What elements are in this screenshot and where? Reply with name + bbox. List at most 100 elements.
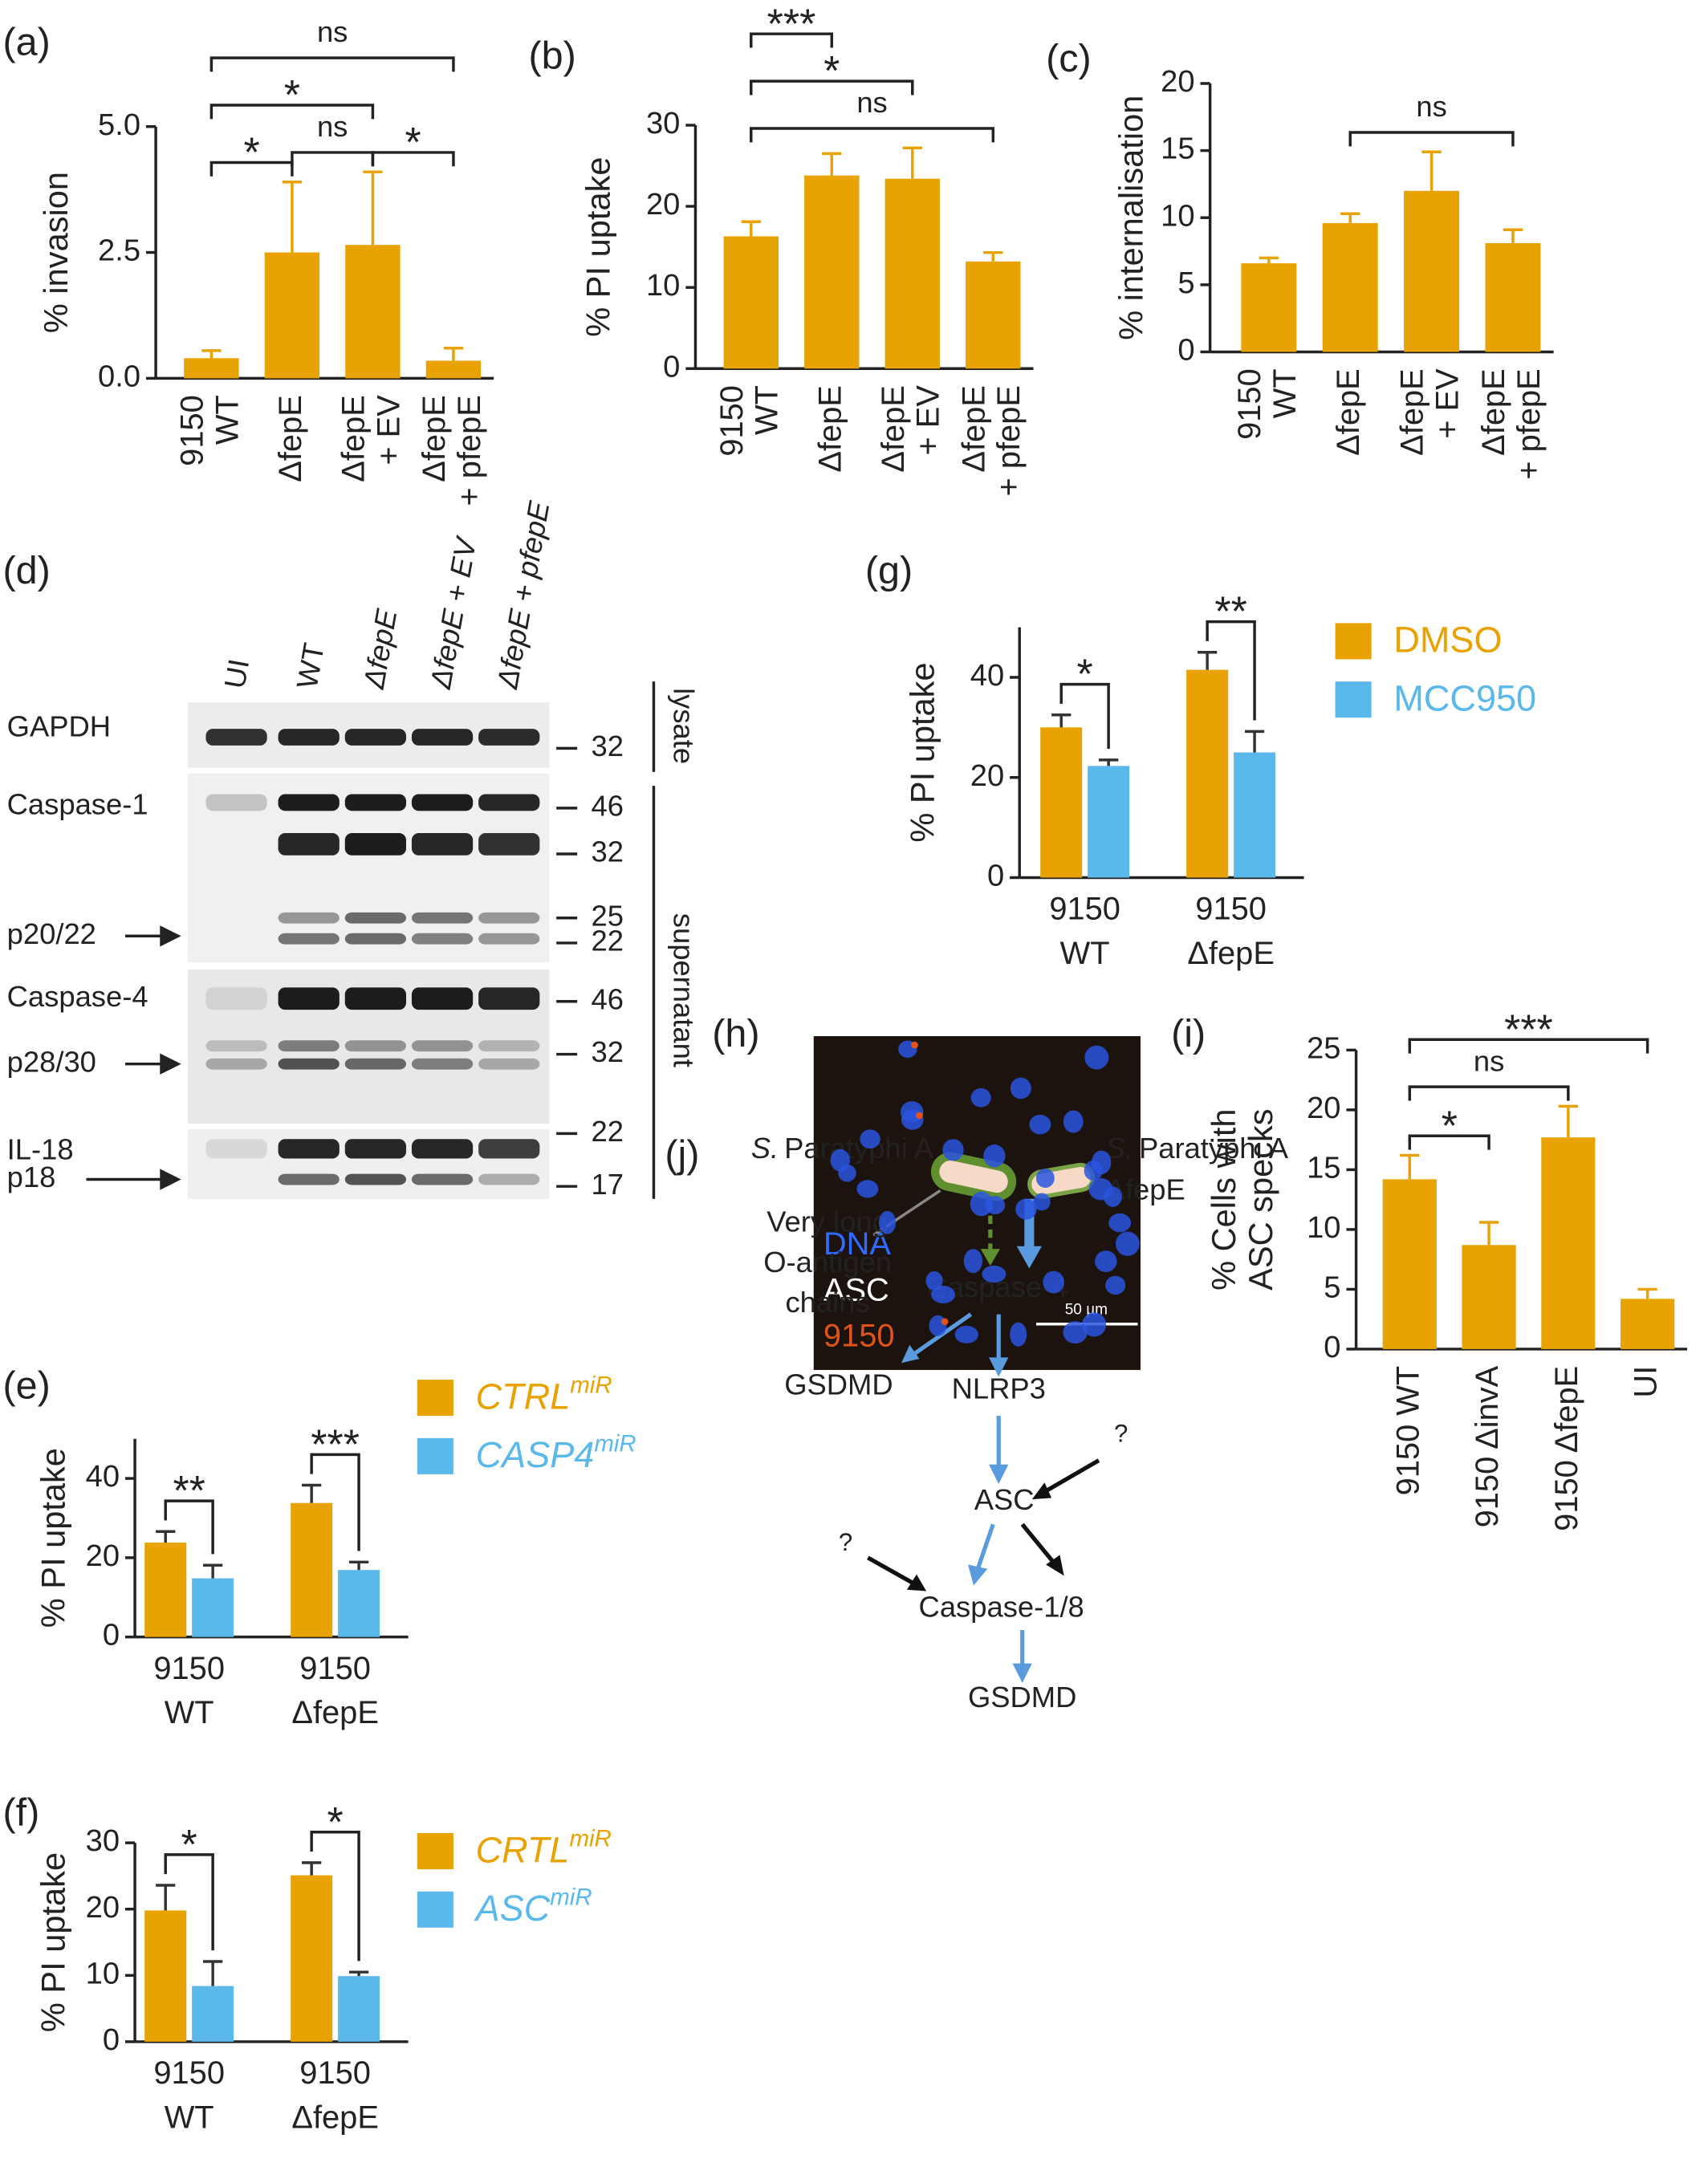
significance-bracket <box>209 56 455 72</box>
legend-label: ASCmiR <box>474 1884 592 1929</box>
significance-label: * <box>284 72 300 119</box>
blot-band <box>344 729 407 746</box>
legend-name: CTRL <box>476 1376 571 1417</box>
y-axis-label: % invasion <box>37 172 75 333</box>
marker-label: 17 <box>591 1168 623 1201</box>
nucleus <box>838 1164 856 1182</box>
blot-band <box>478 987 540 1010</box>
y-tick-label: 10 <box>1307 1210 1340 1245</box>
stain-label: DNA <box>824 1226 892 1262</box>
y-tick-label: 40 <box>970 658 1004 693</box>
significance-bracket <box>310 1453 360 1551</box>
error-bar <box>822 152 842 176</box>
x-tick-label-line: UI <box>1628 1366 1663 1398</box>
significance-bracket <box>1408 1134 1490 1150</box>
nucleus <box>1104 1186 1122 1207</box>
arrow-head <box>160 925 181 947</box>
bar <box>1322 222 1378 352</box>
error-bar <box>1098 758 1119 766</box>
x-tick-label: WT <box>165 2100 214 2136</box>
marker-label: 32 <box>591 1035 623 1068</box>
y-tick-label: 15 <box>1307 1150 1340 1185</box>
marker-label: 46 <box>591 982 623 1015</box>
blot-band <box>411 933 474 945</box>
x-tick-label: WT <box>1060 936 1110 971</box>
node: GSDMD <box>968 1681 1076 1714</box>
blot-band <box>411 987 474 1010</box>
y-axis-label: % PI uptake <box>34 1448 71 1628</box>
nucleus <box>983 1144 1006 1168</box>
significance-bracket <box>1408 1085 1570 1101</box>
y-tick-label: 20 <box>1161 64 1194 99</box>
error-bar <box>902 146 922 179</box>
y-tick-label: 20 <box>86 1539 120 1573</box>
panel-label: (d) <box>2 549 50 592</box>
significance-label: * <box>1442 1103 1458 1149</box>
strain-label: S. Paratyphi A <box>751 1132 934 1165</box>
legend-sup: miR <box>550 1884 592 1910</box>
y-tick-label: 2.5 <box>98 234 140 268</box>
bar <box>966 261 1021 369</box>
stain-label: ASC <box>824 1272 889 1307</box>
blot-band <box>411 912 474 924</box>
legend-sup: miR <box>570 1372 612 1399</box>
bar <box>192 1986 234 2042</box>
legend-name: DMSO <box>1393 620 1502 661</box>
bar <box>1541 1137 1596 1349</box>
blot-band <box>478 729 540 746</box>
significance-label: ns <box>1474 1044 1504 1077</box>
x-tick-label-line: ΔfepE <box>336 395 371 482</box>
x-tick-label-line: WT <box>209 395 245 445</box>
legend-swatch <box>417 1437 453 1474</box>
x-tick-label-line: ΔfepE <box>956 385 991 473</box>
x-tick-label-line: + pfepE <box>1511 368 1546 479</box>
blot-band <box>205 729 267 746</box>
x-tick-label-line: ΔfepE <box>1331 368 1366 456</box>
x-tick-label: ΔfepE <box>291 2100 379 2136</box>
y-tick-label: 30 <box>86 1823 120 1858</box>
row-label: IL-18 <box>7 1132 74 1165</box>
fraction-label: supernatant <box>668 913 701 1067</box>
error-bar <box>443 347 464 361</box>
blot-band <box>205 1040 267 1052</box>
y-tick-label: 20 <box>970 758 1004 793</box>
error-bar <box>363 170 383 246</box>
error-bar <box>282 180 303 253</box>
y-tick-label: 0 <box>987 859 1004 893</box>
x-tick-label-line: + pfepE <box>451 395 486 506</box>
x-tick-label-line: 9150 ΔinvA <box>1470 1365 1505 1527</box>
row-label: GAPDH <box>7 710 111 743</box>
significance-bracket <box>750 79 914 96</box>
arrow-head <box>906 1574 927 1592</box>
y-tick-label: 0 <box>1324 1330 1340 1364</box>
nucleus <box>1010 1322 1027 1347</box>
blot-band <box>478 833 540 856</box>
blot-band <box>205 987 267 1010</box>
node: ASC <box>974 1483 1035 1516</box>
legend-name: CRTL <box>476 1829 570 1870</box>
bar <box>1382 1179 1437 1349</box>
nucleus <box>1029 1114 1051 1135</box>
x-tick-label-line: + EV <box>910 385 946 456</box>
arrow-head <box>901 1344 920 1364</box>
marker-label: 32 <box>591 835 623 868</box>
bar <box>184 358 239 379</box>
blot-band <box>278 912 340 924</box>
legend-label: CTRLmiR <box>476 1372 612 1417</box>
x-tick-label-line: + EV <box>371 395 406 465</box>
nucleus <box>1010 1077 1031 1100</box>
significance-label: ** <box>173 1468 205 1514</box>
y-tick-label: 0 <box>1177 333 1194 368</box>
row-label: p20/22 <box>7 917 96 950</box>
blot-band <box>278 1173 340 1185</box>
panel-label: (c) <box>1046 37 1092 80</box>
y-tick-label: 0 <box>663 349 680 384</box>
x-tick-label-line: + EV <box>1429 368 1465 439</box>
arrows <box>86 681 656 1199</box>
x-tick-label-line: WT <box>749 385 784 435</box>
y-tick-label: 0 <box>103 2022 120 2057</box>
blot-band <box>344 912 407 924</box>
panel-label: (b) <box>529 35 576 78</box>
speck <box>941 1318 949 1325</box>
significance-label: * <box>327 1799 344 1846</box>
